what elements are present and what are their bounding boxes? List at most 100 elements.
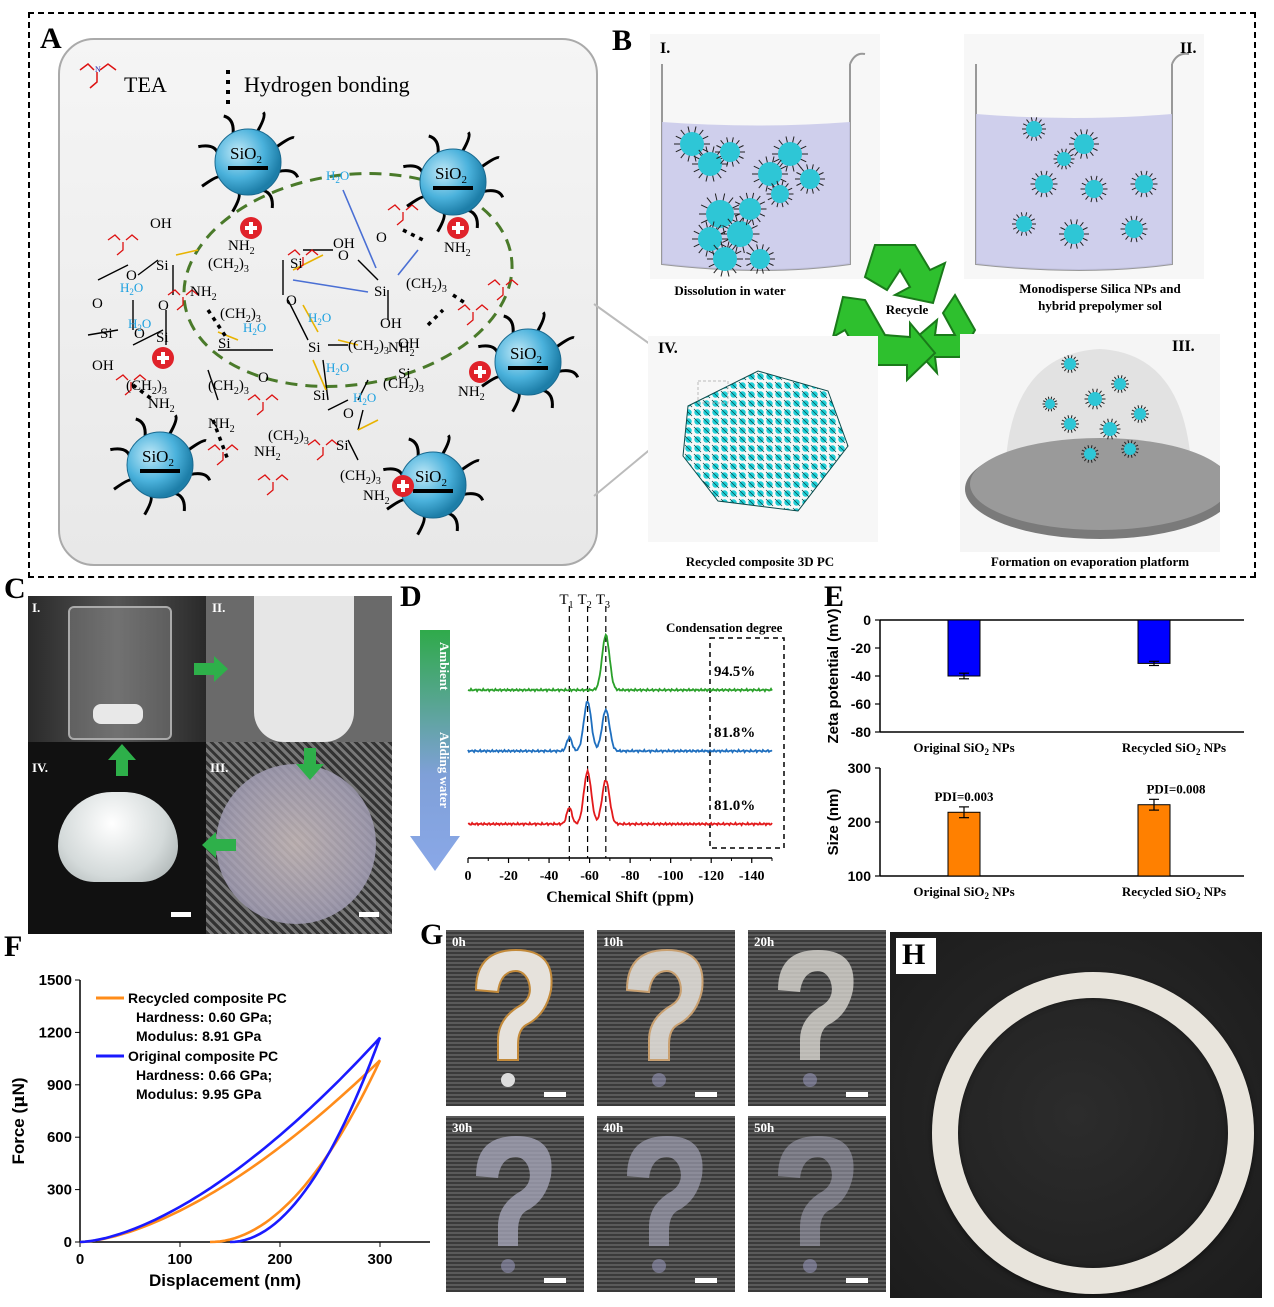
category-label: Recycled SiO2 NPs: [1122, 740, 1226, 757]
step-i-caption: Dissolution in water: [674, 283, 786, 298]
panel-label-f: F: [4, 930, 23, 963]
y-tick-label: 900: [47, 1077, 72, 1094]
legend-hardness: Hardness: 0.66 GPa;: [136, 1067, 272, 1083]
evaporation-platform-step-iii: [960, 334, 1220, 552]
photo-c-i-vial: [28, 596, 206, 742]
x-axis-label: Chemical Shift (ppm): [546, 889, 694, 906]
panel-label-h-box: [896, 938, 936, 974]
beaker-step-ii: [964, 34, 1204, 279]
recycle-icon: [831, 244, 977, 383]
time-lapse-photo: 30h: [446, 1116, 584, 1292]
positive-charge-icon: [447, 217, 469, 239]
sio2-label: SiO2: [142, 447, 174, 469]
y-tick-label: 200: [848, 814, 872, 830]
time-label: 50h: [754, 1120, 775, 1135]
chem-label: O: [343, 406, 354, 422]
time-lapse-photo: 10h: [597, 930, 735, 1106]
hydrogen-bond-legend-label: Hydrogen bonding: [244, 72, 410, 97]
chem-label: NH2: [388, 340, 415, 359]
x-tick-label: -100: [658, 869, 684, 884]
step-ii-caption-line2: hybrid prepolymer sol: [1038, 298, 1162, 313]
chem-label: O: [126, 268, 137, 284]
x-tick-label: -120: [698, 869, 724, 884]
y-tick-label: -40: [851, 668, 871, 684]
sio2-label: SiO2: [435, 164, 467, 186]
sio2-particle: SiO2: [403, 131, 505, 233]
chem-label: Si: [218, 336, 231, 352]
sio2-particle: SiO2: [478, 311, 580, 413]
chem-label-ch2-3: (CH2)3: [406, 276, 447, 295]
x-tick-label: -60: [580, 869, 599, 884]
chem-label: O: [338, 248, 349, 264]
panel-label-d: D: [400, 580, 422, 613]
bar: [947, 811, 981, 877]
y-tick-label: 100: [848, 868, 872, 884]
sio2-particle: SiO2: [198, 111, 300, 213]
recycle-label: Recycle: [885, 302, 929, 317]
condensation-value: 94.5%: [714, 664, 755, 680]
load-curve: [79, 1036, 382, 1244]
arrow-label-adding-water: Adding water: [437, 732, 452, 808]
y-tick-label: 300: [47, 1182, 72, 1199]
size-chart: 100 200 300 Size (nm) Original SiO2 NPs PDI=0…: [825, 762, 1244, 901]
svg-text:N: N: [95, 65, 101, 74]
positive-charge-icon: [392, 475, 414, 497]
chem-label-h2o: H2O: [353, 390, 376, 407]
condensation-box: [709, 637, 785, 849]
x-tick-label: 200: [267, 1251, 292, 1268]
legend-name: Original composite PC: [128, 1048, 278, 1064]
chem-label-ch2-3: (CH2)3: [208, 378, 249, 397]
time-lapse-photo: 0h: [446, 930, 584, 1106]
photo-c-iv-dome: [28, 742, 206, 934]
chem-label: Si: [100, 326, 113, 342]
chem-label-h2o: H2O: [128, 316, 151, 333]
chem-label: Si: [290, 256, 303, 272]
category-label: Recycled SiO2 NPs: [1122, 884, 1226, 901]
y-tick-label: 1500: [39, 972, 72, 989]
gradient-arrow: [410, 630, 460, 871]
chem-label: OH: [380, 316, 402, 332]
chem-label-ch2-3: (CH2)3: [126, 378, 167, 397]
chem-label-h2o: H2O: [308, 310, 331, 327]
pdi-annotation: PDI=0.008: [1146, 781, 1206, 796]
x-tick-label: 0: [76, 1251, 84, 1268]
positive-charge-icon: [469, 361, 491, 383]
time-lapse-photo: 50h: [748, 1116, 886, 1292]
chem-label: NH2: [444, 240, 471, 259]
force-displacement-chart: 0 100 200 300 0 300 600 900 1200 1500 Displacement…: [9, 972, 430, 1290]
chem-label-ch2-3: (CH2)3: [383, 376, 424, 395]
panel-label-g: G: [420, 918, 444, 951]
chem-label: Si: [308, 340, 321, 356]
y-tick-label: -60: [851, 696, 871, 712]
x-tick-label: -80: [621, 869, 640, 884]
sio2-label: SiO2: [510, 344, 542, 366]
crystal-step-iv: [648, 336, 878, 542]
chem-label: O: [258, 370, 269, 386]
chem-label: Si: [374, 284, 387, 300]
peak-label: T2: [578, 592, 592, 611]
chem-label: Si: [156, 258, 169, 274]
condensation-title: Condensation degree: [666, 620, 783, 635]
chem-label-h2o: H2O: [326, 168, 349, 185]
chem-label: NH2: [363, 488, 390, 507]
chem-label: O: [158, 298, 169, 314]
condensation-value: 81.8%: [714, 725, 755, 741]
chem-label-ch2-3: (CH2)3: [208, 256, 249, 275]
time-label: 40h: [603, 1120, 624, 1135]
panel-label-a: A: [40, 22, 62, 55]
y-tick-label: 0: [64, 1234, 72, 1251]
photo-c-label-iii: III.: [210, 760, 229, 775]
time-label: 0h: [452, 934, 466, 949]
photo-c-label-iv: IV.: [32, 760, 49, 775]
legend-modulus: Modulus: 8.91 GPa: [136, 1028, 261, 1044]
y-tick-label: -80: [851, 724, 871, 740]
bar: [947, 619, 981, 677]
step-iv-caption: Recycled composite 3D PC: [685, 554, 835, 569]
condensation-value: 81.0%: [714, 798, 755, 814]
chem-label: Si: [336, 438, 349, 454]
step-ii-label: II.: [1180, 40, 1197, 57]
step-iii-caption: Formation on evaporation platform: [990, 554, 1190, 569]
photo-h-ring: [890, 932, 1262, 1298]
chem-label: O: [134, 326, 145, 342]
sio2-label: SiO2: [415, 467, 447, 489]
